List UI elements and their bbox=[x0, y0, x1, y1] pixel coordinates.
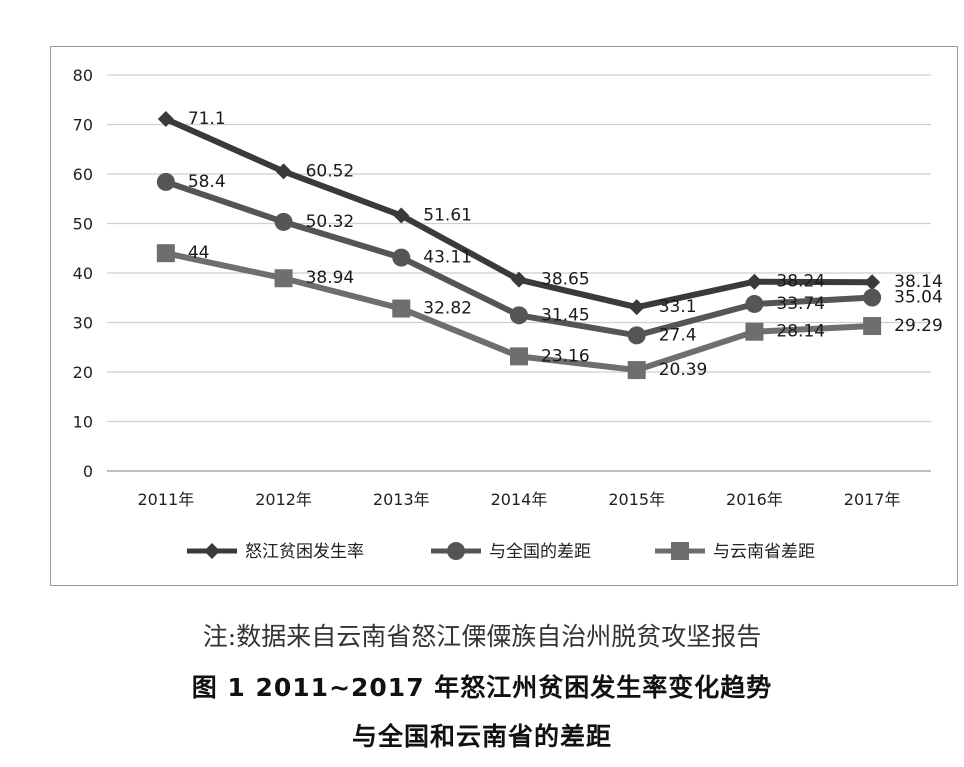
x-tick-label: 2017年 bbox=[844, 490, 901, 509]
legend-label: 与云南省差距 bbox=[713, 542, 815, 562]
x-tick-label: 2013年 bbox=[373, 490, 430, 509]
data-point-diamond bbox=[628, 299, 645, 316]
x-tick-label: 2016年 bbox=[726, 490, 783, 509]
y-tick-label: 0 bbox=[83, 462, 93, 481]
legend-marker-diamond bbox=[204, 543, 220, 559]
data-label: 50.32 bbox=[306, 212, 355, 232]
data-label: 43.11 bbox=[423, 248, 472, 268]
grid-layer: 0 10 20 30 40 50 60 70 80 2011年 2012年 2013年 2014年 201… bbox=[73, 66, 931, 509]
x-tick-label: 2012年 bbox=[255, 490, 312, 509]
data-label: 20.39 bbox=[659, 360, 708, 380]
data-point-diamond bbox=[157, 111, 174, 128]
y-tick-label: 40 bbox=[73, 264, 93, 283]
data-point-square bbox=[156, 244, 175, 263]
y-tick-label: 50 bbox=[73, 215, 93, 234]
data-label: 58.4 bbox=[188, 172, 226, 192]
data-point-square bbox=[863, 317, 882, 336]
data-label-layer: 71.1 60.52 51.61 38.65 33.1 38.24 38.14 58.4 50.… bbox=[188, 109, 943, 380]
data-point-circle bbox=[627, 326, 646, 345]
data-label: 38.65 bbox=[541, 270, 590, 290]
data-label: 27.4 bbox=[659, 325, 697, 345]
data-point-square bbox=[745, 322, 764, 341]
source-note: 注:数据来自云南省怒江傈僳族自治州脱贫攻坚报告 bbox=[202, 622, 762, 651]
line-chart: 0 10 20 30 40 50 60 70 80 2011年 2012年 2013年 2014年 201… bbox=[73, 66, 943, 562]
data-label: 31.45 bbox=[541, 305, 590, 325]
figure-title: 图 1 2011~2017 年怒江州贫困发生率变化趋势 bbox=[191, 673, 773, 702]
data-point-square bbox=[627, 361, 646, 380]
y-tick-label: 80 bbox=[73, 66, 93, 85]
x-tick-label: 2014年 bbox=[491, 490, 548, 509]
y-tick-label: 10 bbox=[73, 413, 93, 432]
data-label: 29.29 bbox=[894, 316, 943, 336]
data-label: 71.1 bbox=[188, 109, 226, 129]
data-label: 51.61 bbox=[423, 206, 472, 226]
data-point-diamond bbox=[511, 271, 527, 288]
data-label: 35.04 bbox=[894, 288, 943, 308]
legend-label: 与全国的差距 bbox=[489, 542, 591, 562]
data-point-circle bbox=[863, 288, 882, 307]
data-label: 28.14 bbox=[776, 322, 825, 342]
legend-marker-circle bbox=[447, 542, 465, 560]
data-point-circle bbox=[745, 294, 764, 313]
data-point-circle bbox=[274, 212, 293, 231]
chart-frame: 0 10 20 30 40 50 60 70 80 2011年 2012年 2013年 2014年 201… bbox=[50, 46, 958, 586]
data-point-circle bbox=[510, 306, 528, 325]
series-layer bbox=[156, 111, 882, 380]
data-point-diamond bbox=[864, 274, 881, 291]
x-tick-label: 2011年 bbox=[137, 490, 194, 509]
data-point-square bbox=[510, 347, 528, 366]
y-tick-label: 20 bbox=[73, 363, 93, 382]
y-tick-label: 30 bbox=[73, 314, 93, 333]
data-label: 38.24 bbox=[776, 272, 825, 292]
data-label: 33.1 bbox=[659, 297, 697, 317]
data-point-square bbox=[274, 269, 293, 288]
data-point-circle bbox=[156, 172, 175, 191]
x-tick-label: 2015年 bbox=[608, 490, 665, 509]
y-tick-label: 60 bbox=[73, 165, 93, 184]
data-label: 23.16 bbox=[541, 346, 590, 366]
data-label: 32.82 bbox=[423, 299, 472, 319]
data-label: 33.74 bbox=[776, 294, 825, 314]
data-label: 44 bbox=[188, 243, 210, 263]
figure-subtitle: 与全国和云南省的差距 bbox=[351, 722, 612, 751]
data-label: 60.52 bbox=[306, 161, 355, 181]
data-point-circle bbox=[392, 248, 411, 267]
data-point-square bbox=[392, 299, 411, 318]
legend: 怒江贫困发生率 与全国的差距 与云南省差距 bbox=[187, 542, 815, 562]
data-point-diamond bbox=[275, 163, 292, 180]
data-label: 38.14 bbox=[894, 272, 943, 292]
y-tick-label: 70 bbox=[73, 116, 93, 135]
legend-marker-square bbox=[671, 542, 689, 560]
data-point-diamond bbox=[393, 207, 410, 224]
data-label: 38.94 bbox=[306, 268, 355, 288]
data-point-diamond bbox=[746, 273, 763, 290]
legend-label: 怒江贫困发生率 bbox=[245, 542, 364, 562]
